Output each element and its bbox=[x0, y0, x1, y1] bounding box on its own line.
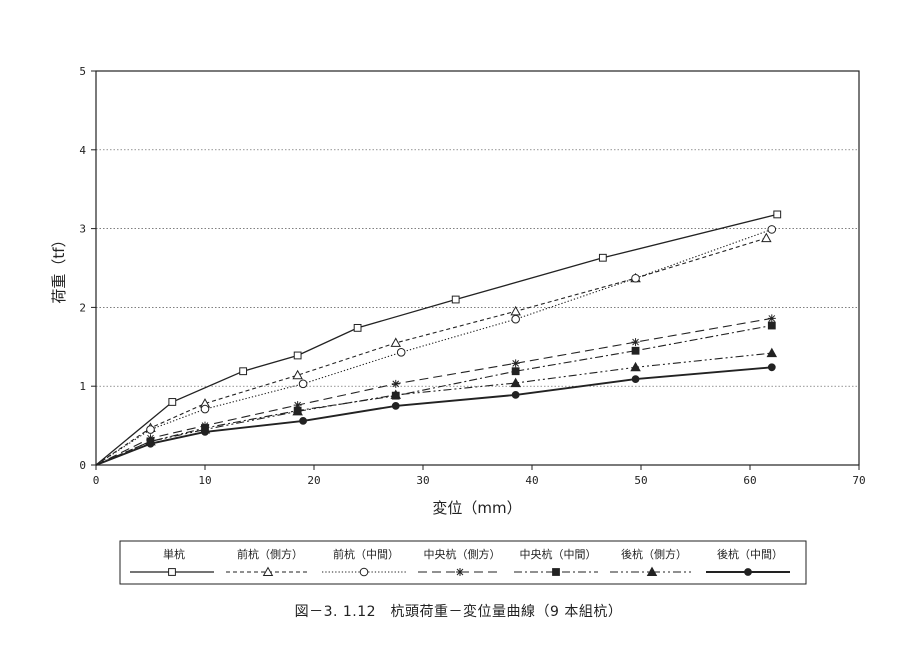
x-tick-label: 60 bbox=[743, 474, 756, 487]
data-point bbox=[630, 361, 641, 372]
data-point bbox=[353, 323, 362, 332]
data-point bbox=[391, 379, 400, 388]
axis-ticks: 0 10 20 30 40 50 60 70 0 1 2 3 4 5 bbox=[79, 65, 865, 487]
data-point bbox=[631, 338, 640, 347]
series-line bbox=[95, 317, 772, 466]
data-point bbox=[390, 337, 401, 347]
series-7 bbox=[95, 363, 776, 466]
data-point bbox=[773, 210, 782, 219]
legend-label: 中央杭（側方） bbox=[424, 547, 501, 561]
legend-item: 後杭（側方） bbox=[610, 547, 694, 577]
series-line bbox=[95, 228, 772, 466]
data-point bbox=[511, 359, 520, 368]
grid-lines bbox=[96, 149, 859, 387]
legend-label: 前杭（中間） bbox=[333, 547, 399, 561]
x-tick-label: 70 bbox=[852, 474, 865, 487]
data-point bbox=[451, 295, 460, 304]
data-point bbox=[511, 367, 520, 376]
legend-marker bbox=[456, 568, 464, 576]
data-point bbox=[201, 428, 209, 436]
legend-item: 前杭（中間） bbox=[322, 547, 406, 577]
series-line bbox=[95, 237, 767, 466]
data-point bbox=[598, 253, 607, 262]
data-point bbox=[396, 348, 406, 357]
series-1 bbox=[95, 210, 782, 466]
series-line bbox=[95, 213, 778, 466]
y-tick-label: 1 bbox=[79, 380, 86, 393]
figure-caption: 図－3. 1.12 杭頭荷重－変位量曲線（9 本組杭） bbox=[294, 604, 623, 620]
x-tick-label: 50 bbox=[634, 474, 647, 487]
legend-marker bbox=[359, 567, 369, 577]
y-tick-label: 5 bbox=[79, 65, 86, 78]
legend-item: 中央杭（中間） bbox=[514, 547, 598, 576]
data-point bbox=[293, 401, 302, 410]
legend-box bbox=[119, 540, 807, 585]
x-tick-label: 10 bbox=[198, 474, 211, 487]
data-point bbox=[510, 377, 521, 388]
legend-label: 単杭 bbox=[163, 547, 185, 561]
data-point bbox=[511, 314, 520, 324]
legend-item: 中央杭（側方） bbox=[418, 547, 502, 576]
x-tick-label: 0 bbox=[93, 474, 100, 487]
legend-item: 単杭 bbox=[130, 547, 214, 576]
data-point bbox=[767, 314, 776, 323]
data-point bbox=[767, 363, 776, 372]
data-point bbox=[292, 369, 303, 380]
data-point bbox=[292, 405, 303, 416]
legend-marker bbox=[552, 568, 560, 576]
data-point bbox=[766, 347, 778, 358]
y-tick-label: 3 bbox=[79, 223, 86, 236]
legend-label: 後杭（側方） bbox=[621, 547, 687, 561]
data-point bbox=[298, 379, 308, 389]
x-tick-label: 40 bbox=[525, 474, 538, 487]
series-line bbox=[95, 366, 772, 466]
legend: 単杭 前杭（側方） 前杭（中間） 中央杭（側方） 中央杭（中間） 後杭（側方） 後杭（中間） bbox=[130, 547, 790, 577]
legend-marker bbox=[646, 566, 658, 577]
legend-marker bbox=[262, 566, 274, 577]
data-point bbox=[510, 305, 521, 316]
y-axis-label: 荷重（tf） bbox=[50, 232, 68, 303]
series-5 bbox=[95, 321, 776, 466]
legend-label: 前杭（側方） bbox=[237, 547, 303, 561]
data-point bbox=[761, 232, 772, 243]
legend-item: 前杭（側方） bbox=[226, 547, 310, 577]
x-axis-label: 変位（mm） bbox=[432, 499, 521, 517]
legend-marker bbox=[168, 568, 176, 576]
series-3 bbox=[95, 225, 777, 466]
legend-item: 後杭（中間） bbox=[706, 547, 790, 576]
x-tick-label: 30 bbox=[416, 474, 429, 487]
y-tick-label: 2 bbox=[79, 301, 86, 314]
series-lines bbox=[95, 210, 782, 466]
series-line bbox=[95, 352, 772, 466]
series-6 bbox=[95, 347, 778, 466]
plot-frame bbox=[95, 70, 860, 466]
series-line bbox=[95, 324, 772, 466]
data-point bbox=[767, 225, 777, 234]
data-point bbox=[767, 321, 776, 330]
data-point bbox=[631, 273, 640, 283]
data-point bbox=[390, 389, 401, 399]
legend-label: 中央杭（中間） bbox=[520, 547, 597, 561]
data-point bbox=[391, 402, 400, 410]
data-point bbox=[631, 375, 640, 384]
data-point bbox=[631, 346, 640, 355]
legend-label: 後杭（中間） bbox=[717, 547, 783, 561]
y-tick-label: 4 bbox=[79, 144, 86, 157]
data-point bbox=[299, 416, 308, 425]
data-point bbox=[146, 425, 155, 434]
data-point bbox=[146, 439, 155, 448]
data-point bbox=[168, 398, 177, 406]
data-point bbox=[511, 390, 520, 399]
x-tick-label: 20 bbox=[307, 474, 320, 487]
y-tick-label: 0 bbox=[79, 459, 86, 472]
legend-marker bbox=[744, 568, 752, 576]
data-point bbox=[293, 351, 302, 360]
series-4 bbox=[95, 314, 776, 466]
data-point bbox=[200, 404, 210, 414]
data-point bbox=[239, 367, 248, 376]
